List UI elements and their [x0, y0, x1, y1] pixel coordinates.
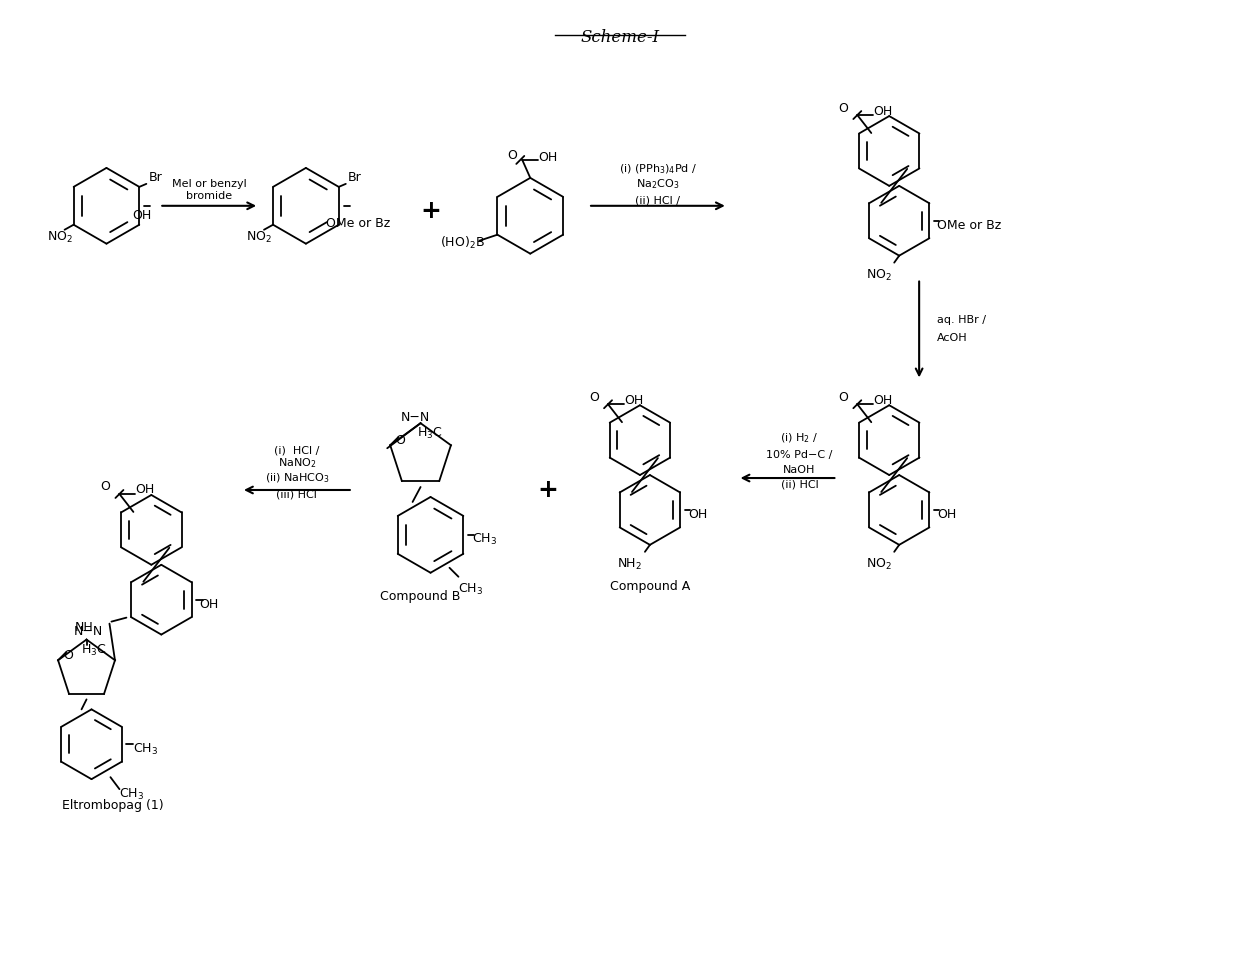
Text: Br: Br: [149, 171, 162, 184]
Text: NO$_2$: NO$_2$: [867, 557, 893, 573]
Text: NH$_2$: NH$_2$: [618, 557, 642, 573]
Text: O: O: [100, 480, 110, 494]
Text: OH: OH: [133, 209, 151, 222]
Text: MeI or benzyl: MeI or benzyl: [172, 179, 247, 189]
Text: +: +: [538, 478, 559, 502]
Text: OH: OH: [688, 508, 707, 521]
Text: (ii) NaHCO$_3$: (ii) NaHCO$_3$: [264, 471, 330, 485]
Text: OMe or Bz: OMe or Bz: [326, 217, 391, 230]
Text: AcOH: AcOH: [937, 333, 967, 344]
Text: O: O: [589, 391, 599, 404]
Text: OH: OH: [624, 393, 644, 407]
Text: bromide: bromide: [186, 191, 232, 201]
Text: O: O: [507, 149, 517, 163]
Text: OH: OH: [873, 104, 893, 118]
Text: CH$_3$: CH$_3$: [459, 582, 484, 597]
Text: O: O: [63, 649, 73, 661]
Text: N−N: N−N: [74, 625, 103, 638]
Text: (i) H$_2$ /: (i) H$_2$ /: [780, 431, 818, 445]
Text: O: O: [396, 433, 405, 447]
Text: (ii) HCl /: (ii) HCl /: [635, 196, 681, 206]
Text: CH$_3$: CH$_3$: [134, 741, 159, 757]
Text: NO$_2$: NO$_2$: [867, 268, 893, 283]
Text: OH: OH: [200, 598, 218, 611]
Text: NO$_2$: NO$_2$: [47, 230, 73, 245]
Text: OH: OH: [937, 508, 956, 521]
Text: OMe or Bz: OMe or Bz: [937, 219, 1002, 232]
Text: O: O: [838, 101, 848, 115]
Text: (ii) HCl: (ii) HCl: [781, 480, 818, 490]
Text: (i)  HCl /: (i) HCl /: [274, 445, 320, 455]
Text: Eltrombopag (1): Eltrombopag (1): [62, 799, 164, 812]
Text: N−N: N−N: [401, 411, 430, 424]
Text: Compound A: Compound A: [610, 580, 689, 593]
Text: OH: OH: [873, 393, 893, 407]
Text: (HO)$_2$B: (HO)$_2$B: [439, 235, 485, 250]
Text: NO$_2$: NO$_2$: [246, 230, 272, 245]
Text: Na$_2$CO$_3$: Na$_2$CO$_3$: [636, 177, 680, 191]
Text: NaNO$_2$: NaNO$_2$: [278, 456, 316, 470]
Text: Scheme-I: Scheme-I: [580, 29, 660, 47]
Text: H$_3$C: H$_3$C: [82, 643, 107, 657]
Text: Compound B: Compound B: [381, 589, 461, 603]
Text: CH$_3$: CH$_3$: [119, 787, 145, 802]
Text: H$_3$C: H$_3$C: [418, 426, 443, 441]
Text: Br: Br: [347, 171, 362, 184]
Text: (iii) HCl: (iii) HCl: [277, 490, 317, 500]
Text: aq. HBr /: aq. HBr /: [937, 316, 986, 325]
Text: OH: OH: [538, 151, 558, 165]
Text: 10% Pd−C /: 10% Pd−C /: [766, 450, 833, 460]
Text: +: +: [420, 199, 441, 223]
Text: NH: NH: [74, 621, 93, 634]
Text: O: O: [838, 391, 848, 404]
Text: CH$_3$: CH$_3$: [472, 533, 497, 547]
Text: (i) (PPh$_3$)$_4$Pd /: (i) (PPh$_3$)$_4$Pd /: [619, 163, 697, 176]
Text: NaOH: NaOH: [784, 465, 816, 475]
Text: OH: OH: [135, 483, 155, 497]
